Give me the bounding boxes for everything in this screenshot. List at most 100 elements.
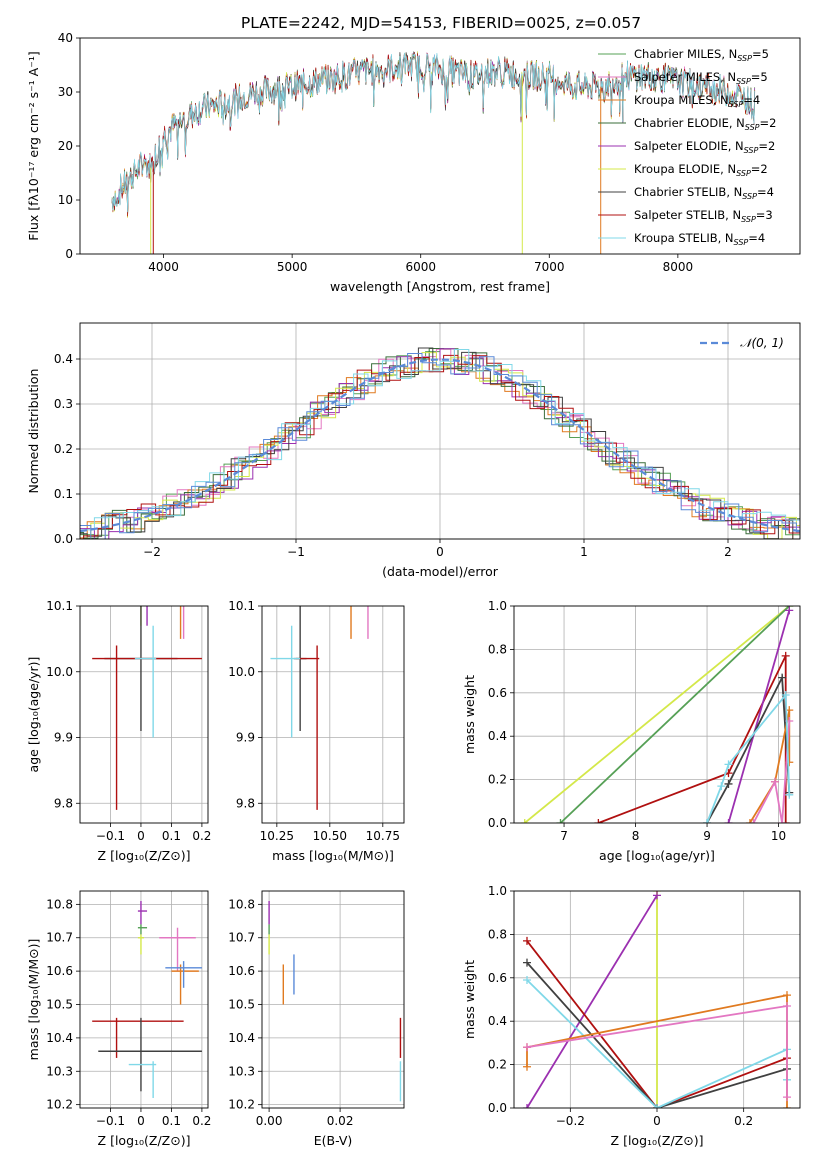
- mass_vs_ebv-xtick-label: 0.00: [256, 1114, 283, 1128]
- age_vs_z-ylabel: age [log₁₀(age/yr)]: [26, 657, 41, 773]
- mass_weight_vs_age-series-line: [524, 606, 790, 823]
- mass_weight_vs_z-point-marker: [783, 991, 791, 1000]
- age_vs_z-ytick-label: 9.9: [54, 731, 73, 745]
- mass_vs_ebv-ytick-label: 10.8: [228, 897, 255, 911]
- mass_weight_vs_age-point-marker: [778, 819, 787, 823]
- mass_vs_z-ytick-label: 10.7: [46, 931, 73, 945]
- mass_weight_vs_z-frame: [513, 890, 801, 1109]
- mass_weight_vs_age-xtick-label: 7: [560, 829, 568, 843]
- mass_vs_ebv-ytick-label: 10.6: [228, 964, 255, 978]
- age_vs_z-plot-area: [92, 606, 202, 810]
- mass_weight_vs_z-ytick-label: 0.8: [488, 927, 507, 941]
- spectrum-xtick-label: 4000: [148, 260, 179, 274]
- residuals-frame: [79, 322, 801, 540]
- spectrum-frame: [79, 37, 801, 255]
- residuals-ytick-label: 0.4: [54, 352, 73, 366]
- mass_vs_z-ytick-label: 10.3: [46, 1064, 73, 1078]
- spectrum-legend: Chabrier MILES, NSSP=5 Salpeter MILES, NS…: [598, 47, 776, 247]
- age_vs_z-frame: [79, 605, 209, 824]
- figure-title: PLATE=2242, MJD=54153, FIBERID=0025, z=0…: [241, 14, 641, 32]
- spectrum-axes: 4000 5000 6000 7000 8000 0 10 20 30 40 wavelength …: [26, 31, 801, 294]
- mass_weight_vs_age-point-marker: [703, 819, 712, 823]
- mass_weight_vs_z-ylabel: mass weight: [462, 960, 477, 1039]
- age_vs_mass-ytick-label: 9.9: [236, 731, 255, 745]
- spectrum-ytick-label: 10: [58, 193, 73, 207]
- mass_weight_vs_z-point-marker: [783, 1093, 791, 1102]
- mass_vs_ebv-xtick-label: 0.02: [327, 1114, 354, 1128]
- mass_vs_ebv-ytick-label: 10.5: [228, 998, 255, 1012]
- mass_weight_vs_z-series-line: [526, 962, 788, 1108]
- age_vs_mass-ytick-label: 10.1: [228, 599, 255, 613]
- mass_weight_vs_z-xtick-label: −0.2: [556, 1114, 585, 1128]
- mass_vs_z-axes: −0.1 0 0.1 0.2 10.2 10.3 10.4 10.5 10.6 10.7 10.8 Z…: [26, 890, 211, 1148]
- mass_weight_vs_z-ytick-label: 0.6: [488, 971, 507, 985]
- age_vs_mass-xtick-label: 10.75: [366, 829, 400, 843]
- legend-entry: Kroupa ELODIE, NSSP=2: [634, 162, 768, 178]
- age_vs_z-ytick-label: 9.8: [54, 796, 73, 810]
- mass_weight_vs_age-axes: 7 8 9 10 0.0 0.2 0.4 0.6 0.8 1.0 age [log₁₀(age/yr…: [462, 599, 801, 863]
- spectrum-ytick-label: 40: [58, 31, 73, 45]
- mass_weight_vs_age-ylabel: mass weight: [462, 675, 477, 754]
- mass_vs_z-ytick-label: 10.8: [46, 897, 73, 911]
- spectrum-xtick-label: 7000: [534, 260, 565, 274]
- age_vs_mass-xlabel: mass [log₁₀(M/M⊙)]: [272, 848, 394, 863]
- legend-entry: 𝒩(0, 1): [740, 336, 784, 350]
- mass_weight_vs_age-xlabel: age [log₁₀(age/yr)]: [599, 848, 715, 863]
- mass_weight_vs_z-axes: −0.2 0 0.2 0.0 0.2 0.4 0.6 0.8 1.0 Z [log₁₀(Z/Z⊙)…: [462, 884, 801, 1148]
- spectrum-plot-area: [111, 51, 756, 254]
- mass_weight_vs_age-point-marker: [520, 819, 529, 823]
- mass_weight_vs_z-series-line: [526, 940, 788, 1108]
- mass_weight_vs_z-point-marker: [783, 1104, 791, 1108]
- mass_weight_vs_z-point-marker: [523, 1043, 531, 1052]
- legend-entry: Salpeter ELODIE, NSSP=2: [634, 139, 775, 155]
- mass_vs_z-xlabel: Z [log₁₀(Z/Z⊙)]: [98, 1133, 191, 1148]
- mass_weight_vs_z-xtick-label: 0: [653, 1114, 661, 1128]
- mass_weight_vs_age-point-marker: [717, 782, 726, 791]
- spectrum-ytick-label: 20: [58, 139, 73, 153]
- mass_vs_z-ytick-label: 10.4: [46, 1031, 73, 1045]
- mass_weight_vs_age-point-marker: [724, 779, 733, 788]
- spectrum-xlabel: wavelength [Angstrom, rest frame]: [330, 279, 550, 294]
- spectrum-series-line: [111, 52, 756, 213]
- age_vs_z-xtick-label: 0.2: [192, 829, 211, 843]
- mass_vs_ebv-ytick-label: 10.7: [228, 931, 255, 945]
- mass_weight_vs_age-point-marker: [781, 819, 790, 823]
- legend-entry: Chabrier MILES, NSSP=5: [634, 47, 769, 63]
- mass_weight_vs_age-point-marker: [781, 651, 790, 660]
- residuals-ytick-label: 0.1: [54, 487, 73, 501]
- mass_weight_vs_age-series-line: [706, 674, 791, 823]
- mass_weight_vs_age-point-marker: [749, 819, 758, 823]
- mass_weight_vs_age-point-marker: [556, 819, 565, 823]
- mass_vs_z-frame: [79, 890, 209, 1109]
- mass_vs_ebv-ytick-label: 10.4: [228, 1031, 255, 1045]
- residuals-xtick-label: −2: [143, 545, 161, 559]
- mass_weight_vs_age-series-line: [559, 606, 790, 823]
- age_vs_z-xtick-label: 0.1: [162, 829, 181, 843]
- age_vs_z-axes: −0.1 0 0.1 0.2 9.8 9.9 10.0 10.1 Z [log₁₀(Z/Z⊙)]…: [26, 599, 211, 863]
- mass_vs_z-ytick-label: 10.2: [46, 1098, 73, 1112]
- age_vs_mass-ytick-label: 10.0: [228, 665, 255, 679]
- spectrum-ytick-label: 30: [58, 85, 73, 99]
- mass_weight_vs_age-point-marker: [781, 690, 790, 699]
- normal-reference-curve: [80, 358, 800, 533]
- mass_weight_vs_age-ytick-label: 0.2: [488, 773, 507, 787]
- mass_weight_vs_z-ytick-label: 1.0: [488, 884, 507, 898]
- mass_vs_z-ytick-label: 10.5: [46, 998, 73, 1012]
- age_vs_mass-ytick-label: 9.8: [236, 796, 255, 810]
- age_vs_z-xtick-label: −0.1: [96, 829, 125, 843]
- mass_vs_ebv-axes: 0.00 0.02 10.2 10.3 10.4 10.5 10.6 10.7 10.8 E(B-…: [228, 890, 405, 1148]
- mass_weight_vs_z-ytick-label: 0.2: [488, 1058, 507, 1072]
- mass_weight_vs_z-point-marker: [523, 1062, 531, 1071]
- mass_weight_vs_z-point-marker: [523, 936, 531, 945]
- mass_weight_vs_age-series-line: [752, 720, 791, 823]
- mass_weight_vs_age-point-marker: [778, 673, 787, 682]
- mass_weight_vs_z-point-marker: [653, 1104, 661, 1108]
- mass_vs_z-xtick-label: 0.1: [162, 1114, 181, 1128]
- residual-histogram-step: [80, 353, 800, 539]
- legend-entry: Salpeter STELIB, NSSP=3: [634, 208, 773, 224]
- residuals-xtick-label: 2: [724, 545, 732, 559]
- residuals-xtick-label: −1: [287, 545, 305, 559]
- mass_weight_vs_z-point-marker: [523, 958, 531, 967]
- residuals-plot-area: [80, 347, 800, 539]
- mass_weight_vs_age-point-marker: [785, 790, 794, 799]
